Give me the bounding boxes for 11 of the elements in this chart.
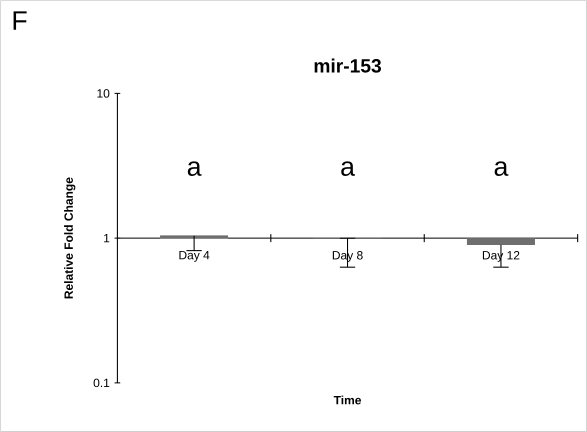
x-axis-title: Time — [334, 395, 362, 404]
annotation: a — [341, 161, 355, 176]
y-axis-title: Relative Fold Change — [64, 177, 76, 298]
x-tick-label: Day 4 — [179, 250, 210, 262]
y-tick-label: 0.1 — [94, 378, 110, 388]
annotation: a — [188, 161, 202, 176]
chart-title: mir-153 — [314, 58, 381, 73]
text: F — [14, 11, 27, 30]
y-tick-label: 1 — [104, 234, 110, 242]
y-tick-label: 10 — [97, 89, 110, 98]
annotation: a — [494, 161, 508, 176]
